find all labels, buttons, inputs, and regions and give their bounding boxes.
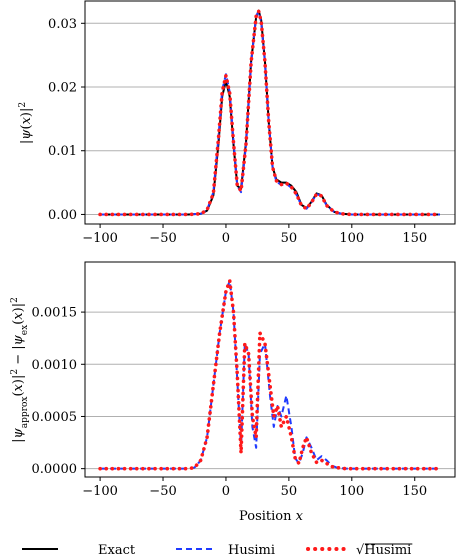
- bottom-axes-frame: [84, 261, 456, 478]
- bottom-xtick-label: −50: [149, 484, 176, 499]
- bottom-xtick-label: 100: [339, 484, 364, 499]
- top-xtick-label: 150: [402, 231, 427, 246]
- top-xtick-label: −100: [82, 231, 118, 246]
- top-series-lines: [98, 9, 442, 217]
- top-xtick-label: 0: [222, 231, 230, 246]
- legend-label-exact: Exact: [98, 543, 136, 558]
- legend-entry-husimi: Husimi: [176, 543, 275, 558]
- bottom-grid: [85, 311, 455, 470]
- top-ylabel: |ψ(x)|2: [18, 102, 34, 144]
- bottom-xtick-label: 0: [222, 484, 230, 499]
- bottom-ytick-label: 0.0015: [32, 306, 78, 321]
- top-axes-frame: [84, 0, 456, 225]
- top-series-sqrt-husimi: [98, 9, 442, 217]
- bottom-series-sqrt-husimi: [98, 278, 442, 471]
- top-grid: [85, 22, 455, 215]
- legend-entry-exact: Exact: [22, 543, 136, 558]
- top-series-exact: [100, 9, 440, 216]
- bottom-xlabel: Position x: [239, 509, 304, 524]
- top-ticks: −100 −50 0 50 100 150 0.00 0.01 0.02 0.03: [48, 17, 427, 246]
- bottom-ytick-label: 0.0000: [32, 462, 78, 477]
- bottom-xtick-label: 50: [281, 484, 298, 499]
- top-ytick-label: 0.03: [48, 17, 77, 32]
- bottom-ylabel: |ψapprox(x)|2 − |ψex(x)|2: [10, 297, 30, 443]
- bottom-series-husimi: [100, 279, 440, 470]
- legend-label-sqrt-husimi: √Husimi: [356, 543, 411, 558]
- bottom-ytick-label: 0.0005: [32, 410, 78, 425]
- bottom-ytick-label: 0.0010: [32, 358, 78, 373]
- top-xtick-label: 100: [339, 231, 364, 246]
- top-plot-panel: −100 −50 0 50 100 150 0.00 0.01 0.02 0.03 |ψ(x)|2: [18, 0, 456, 246]
- legend-entry-sqrt-husimi: √Husimi: [306, 543, 413, 558]
- bottom-plot-panel: −100 −50 0 50 100 150 0.0000 0.0005 0.0010 0.0015…: [10, 261, 456, 524]
- top-ytick-label: 0.00: [48, 208, 77, 223]
- bottom-xtick-label: −100: [82, 484, 118, 499]
- top-ytick-label: 0.01: [48, 144, 77, 159]
- bottom-series-lines: [98, 278, 442, 471]
- top-xtick-label: −50: [149, 231, 176, 246]
- top-series-husimi: [100, 10, 440, 216]
- legend: Exact Husimi √Husimi: [22, 543, 413, 558]
- bottom-xtick-label: 150: [402, 484, 427, 499]
- legend-label-husimi: Husimi: [228, 543, 275, 558]
- top-ytick-label: 0.02: [48, 81, 77, 96]
- top-xtick-label: 50: [281, 231, 298, 246]
- bottom-ticks: −100 −50 0 50 100 150 0.0000 0.0005 0.0010 0.0015: [32, 306, 428, 499]
